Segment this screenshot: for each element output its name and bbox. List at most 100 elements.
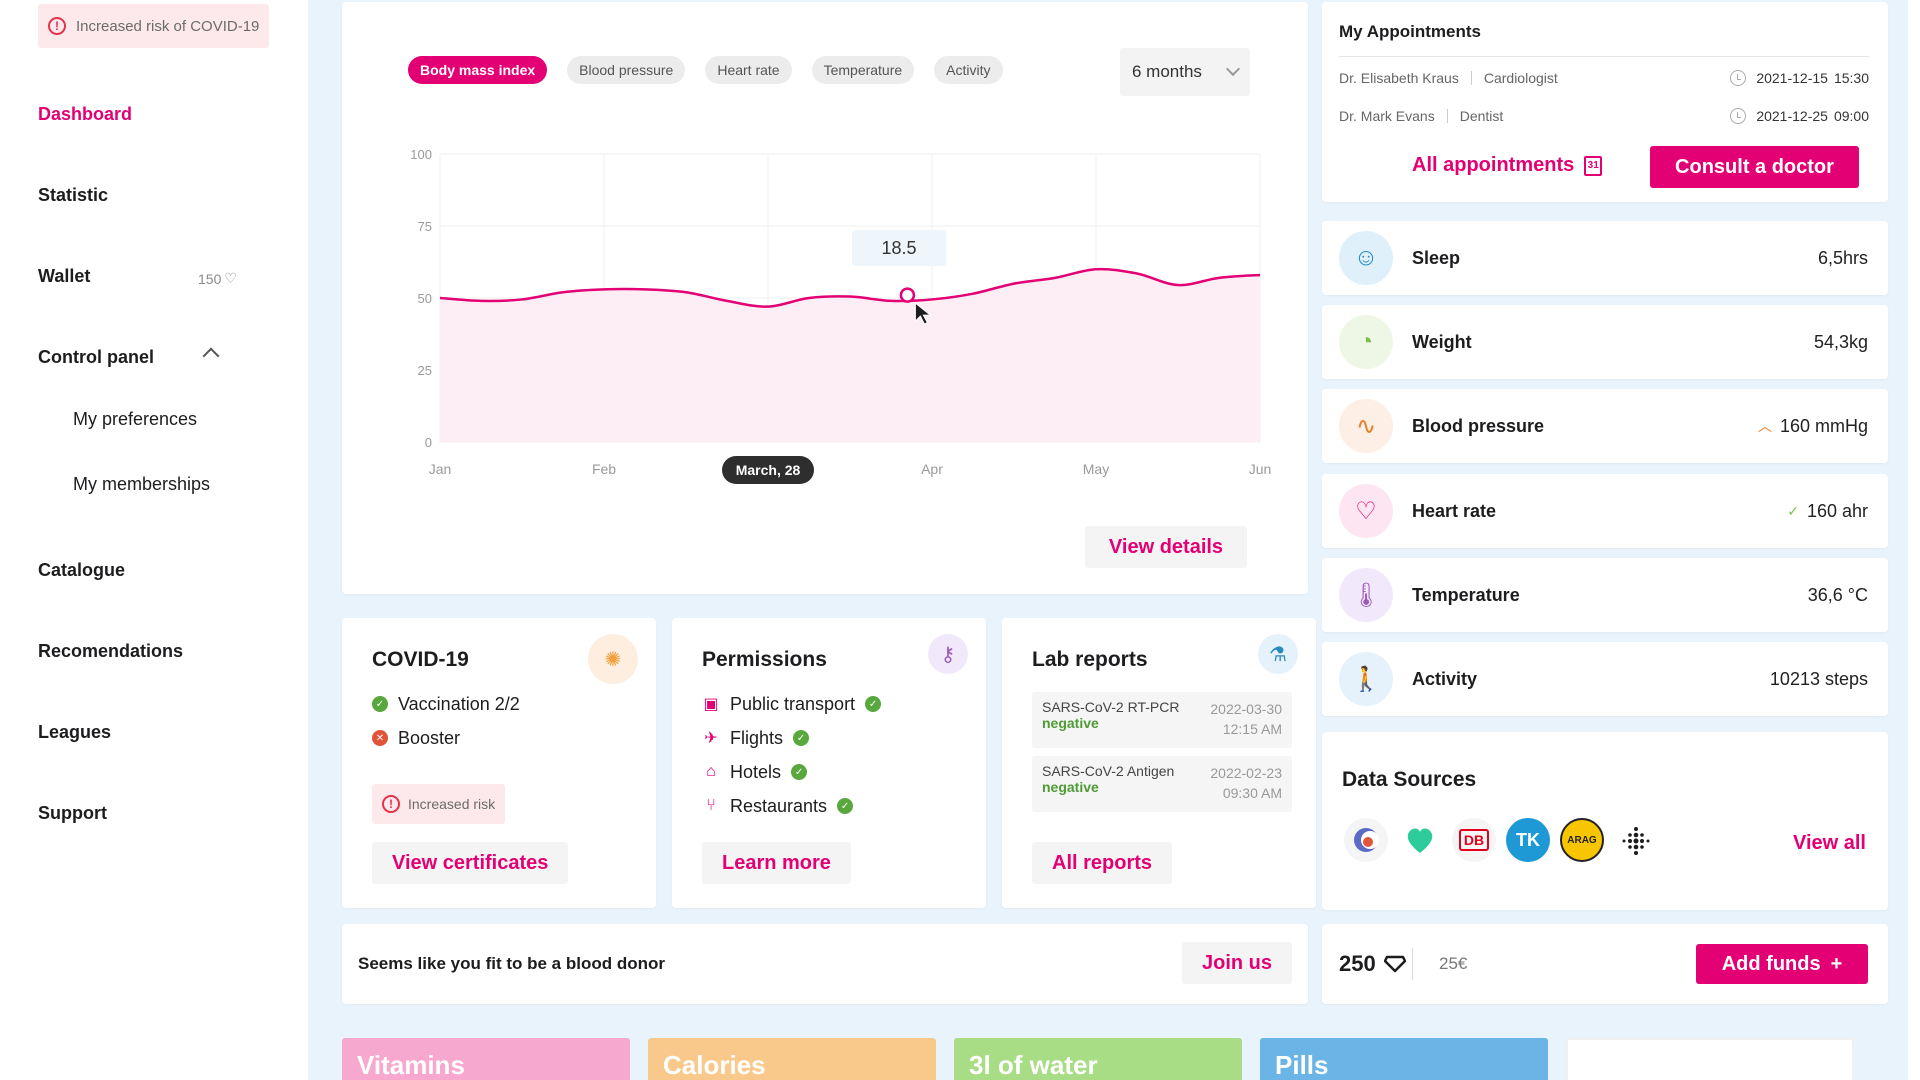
metric-activity[interactable]: 🚶 Activity 10213 steps [1322,642,1888,716]
trend-up-icon: ︿ [1757,418,1772,434]
fork-knife-icon: ⑂ [706,797,716,814]
join-us-button[interactable]: Join us [1182,942,1292,984]
chevron-up-icon[interactable] [202,347,220,365]
tab-body-mass-index[interactable]: Body mass index [408,56,548,84]
mouse-cursor-icon [914,302,932,325]
source-logo-arag[interactable]: ARAG [1560,818,1604,862]
tile-vitamins[interactable]: Vitamins [342,1038,630,1080]
nav-support[interactable]: Support [38,803,107,823]
nav-leagues[interactable]: Leagues [38,722,112,742]
covid-card: COVID-19 ✺ ✓ Vaccination 2/2 ✕ Booster ! I… [342,618,656,908]
metric-label: Temperature [1412,584,1520,605]
appointments-title: My Appointments [1339,22,1481,41]
warning-icon: ! [382,795,400,813]
permission-label: Flights [730,727,784,748]
wallet-count-value: 150 [198,270,222,287]
tile-water[interactable]: 3l of water [954,1038,1242,1080]
diamond-icon [1383,955,1406,973]
increased-risk-badge: ! Increased risk [372,784,506,824]
calendar-icon: 31 [1584,155,1603,176]
sleep-icon: ☺ [1339,231,1393,285]
lab-result: negative [1042,779,1099,795]
source-logo-c[interactable] [1344,818,1388,862]
metric-value: 160 mmHg [1779,415,1868,436]
x-tick-label: May [1083,461,1109,477]
lab-time: 09:30 AM [1222,785,1282,801]
tab-activity[interactable]: Activity [934,56,1003,84]
increased-risk-text: Increased risk [408,796,496,812]
tab-temperature[interactable]: Temperature [811,56,915,84]
tile-empty[interactable] [1566,1038,1854,1080]
consult-doctor-button[interactable]: Consult a doctor [1650,146,1859,188]
doctor-specialty: Dentist [1459,108,1504,124]
view-certificates-button[interactable]: View certificates [372,842,569,884]
virus-icon: ✺ [588,634,638,684]
check-icon: ✓ [865,696,882,712]
funds-eur-value: 25€ [1439,954,1468,973]
learn-more-button[interactable]: Learn more [702,842,851,884]
view-all-sources-link[interactable]: View all [1792,832,1866,854]
all-appointments-link[interactable]: All appointments 31 [1412,154,1603,177]
source-logo-heart[interactable] [1398,818,1442,862]
fitbit-icon [1622,827,1650,855]
source-logo-tk[interactable]: TK [1506,818,1550,862]
lab-report-row[interactable]: SARS-CoV-2 RT-PCR negative 2022-03-30 12:… [1032,692,1292,748]
warning-icon: ! [48,17,66,35]
bed-icon: ⌂ [706,763,716,780]
lab-date: 2022-03-30 [1210,701,1282,717]
nav-catalogue[interactable]: Catalogue [38,560,126,580]
lab-time: 12:15 AM [1222,721,1282,737]
metric-label: Sleep [1412,247,1461,268]
nav-dashboard[interactable]: Dashboard [38,104,133,124]
nav-wallet[interactable]: Wallet [38,266,91,286]
covid-risk-alert[interactable]: ! Increased risk of COVID-19 [38,4,270,48]
permissions-card: Permissions ⚷ ▣ Public transport ✓ ✈ Flight… [672,618,986,908]
metric-sleep[interactable]: ☺ Sleep 6,5hrs [1322,221,1888,295]
doctor-specialty: Cardiologist [1483,70,1558,86]
nav-recomendations[interactable]: Recomendations [38,641,184,661]
bus-icon: ▣ [703,696,719,713]
nav-my-memberships[interactable]: My memberships [73,474,211,494]
source-logo-db[interactable]: DB [1452,818,1496,862]
appointment-row[interactable]: Dr. Elisabeth Kraus Cardiologist 2021-12… [1339,70,1869,86]
all-reports-button[interactable]: All reports [1032,842,1173,884]
metric-heart-rate[interactable]: ♡ Heart rate ✓ 160 ahr [1322,474,1888,548]
health-chart-card: Body mass index Blood pressure Heart rat… [342,2,1308,594]
range-dropdown[interactable]: 6 months [1120,48,1250,96]
check-icon: ✓ [793,730,810,746]
bmi-chart[interactable]: 0 25 50 75 100 Jan Feb Apr May Jun March, 28 [342,2,1308,502]
tile-calories[interactable]: Calories [648,1038,936,1080]
data-sources-card: Data Sources DB TK ARAG View all [1322,732,1888,910]
lab-report-row[interactable]: SARS-CoV-2 Antigen negative 2022-02-23 09… [1032,756,1292,812]
covid-status-list: ✓ Vaccination 2/2 ✕ Booster [372,692,520,750]
appointment-time: 15:30 [1833,70,1869,86]
metric-weight[interactable]: ◔ Weight 54,3kg [1322,305,1888,379]
list-item: ▣ Public transport ✓ [702,692,882,716]
list-item: ✕ Booster [372,726,520,750]
nav-control-panel[interactable]: Control panel [38,347,154,367]
bmi-line [439,267,1261,308]
metric-temperature[interactable]: 🌡 Temperature 36,6 °C [1322,558,1888,632]
funds-balance: 250 [1339,924,1406,1004]
check-icon: ✓ [372,696,388,712]
tab-blood-pressure[interactable]: Blood pressure [567,56,686,84]
tab-heart-rate[interactable]: Heart rate [705,56,792,84]
permission-label: Public transport [730,693,856,714]
key-icon: ⚷ [928,634,968,674]
nav-statistic[interactable]: Statistic [38,185,109,205]
source-logo-fitbit[interactable] [1614,818,1658,862]
appointment-row[interactable]: Dr. Mark Evans Dentist 2021-12-25 09:00 [1339,108,1869,124]
covid-risk-alert-text: Increased risk of COVID-19 [76,17,260,35]
check-icon: ✓ [791,764,808,780]
tile-pills[interactable]: Pills [1260,1038,1548,1080]
highlight-date-pill [722,456,814,484]
x-tick-label: Apr [921,461,943,477]
add-funds-label: Add funds [1721,952,1821,975]
highlight-date-label: March, 28 [736,462,801,478]
appointment-time: 09:00 [1833,108,1869,124]
stethoscope-icon: ∿ [1339,399,1393,453]
add-funds-button[interactable]: Add funds + [1696,944,1868,984]
view-details-button[interactable]: View details [1085,526,1247,568]
metric-blood-pressure[interactable]: ∿ Blood pressure ︿ 160 mmHg [1322,389,1888,463]
nav-my-preferences[interactable]: My preferences [73,409,198,429]
